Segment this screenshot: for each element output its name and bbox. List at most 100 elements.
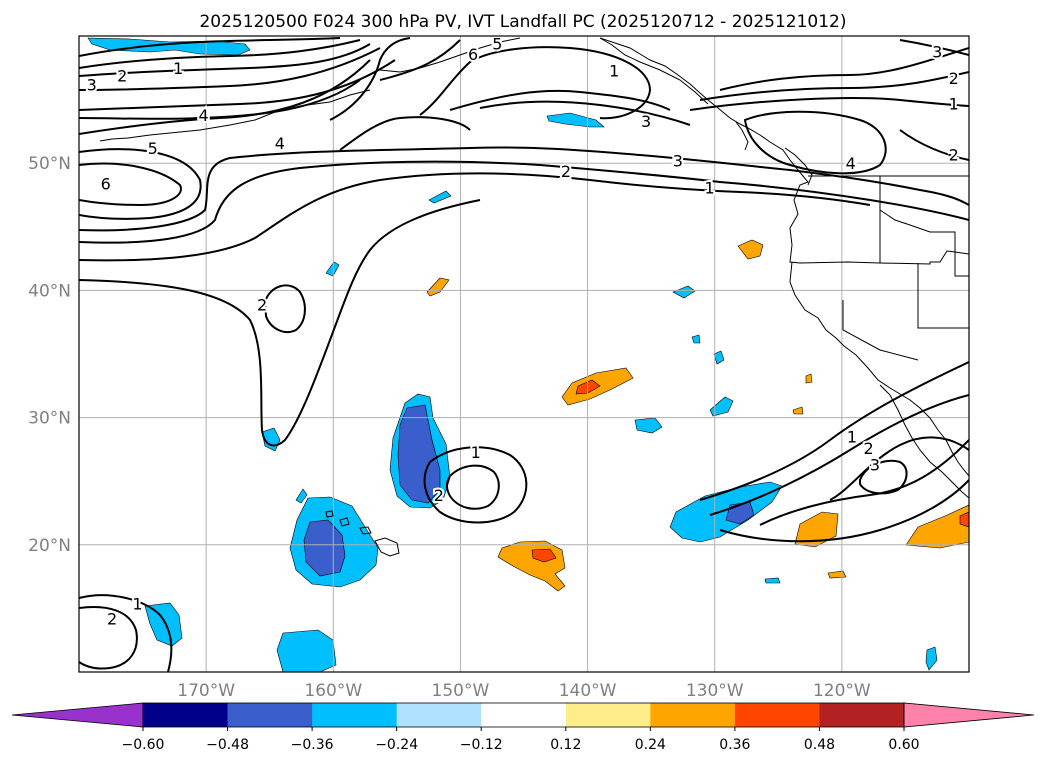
contour-label: 1 — [173, 59, 183, 78]
shade-gulf-alaska — [546, 112, 605, 128]
lon-label: 150°W — [432, 681, 490, 701]
coastline-alaska-south — [379, 37, 521, 73]
shade-small-4 — [709, 396, 734, 417]
islands — [99, 89, 813, 557]
island-maui — [359, 526, 372, 535]
contour-label: 2 — [107, 610, 117, 629]
contour-label: 3 — [641, 112, 651, 131]
coastline-us-west — [789, 261, 969, 477]
contour-band-2 — [79, 160, 969, 244]
contour-label: 4 — [846, 154, 856, 173]
contour-loop-2 — [263, 284, 306, 334]
contour-label: 1 — [132, 594, 142, 613]
colorbar-tick-label: 0.48 — [804, 737, 835, 753]
contour-gulf-2 — [339, 116, 471, 151]
contour-north-central-4 — [379, 39, 461, 81]
contour-label: 3 — [673, 152, 683, 171]
shade-southwest — [276, 629, 337, 672]
contour-2-loop — [446, 464, 500, 510]
shade-small-9 — [925, 646, 938, 671]
colorbar-tick-label: 0.12 — [550, 737, 581, 753]
contour-label: 2 — [949, 145, 959, 164]
contour-east-5 — [829, 436, 969, 501]
lat-label: 30°N — [28, 409, 71, 429]
colorbar-tick-label: −0.48 — [206, 737, 249, 753]
contour-label: 6 — [468, 45, 478, 64]
shade-pos-8 — [792, 406, 804, 415]
contour-east-1 — [699, 361, 969, 501]
shade-small-8 — [764, 577, 781, 584]
colorbar-segment — [312, 703, 398, 727]
positive-anomaly-shading — [426, 239, 969, 592]
contour-top-2 — [79, 39, 361, 69]
longitude-labels: 170°W 160°W 150°W 140°W 130°W 120°W — [177, 681, 871, 701]
contour-gulf-1 — [449, 89, 671, 111]
contour-label: 3 — [870, 456, 880, 475]
contour-label: 4 — [275, 134, 285, 153]
shade-pos-3 — [794, 511, 839, 548]
shade-small-3 — [634, 417, 663, 434]
shade-small-10 — [428, 190, 452, 204]
colorbar-segment — [734, 703, 820, 727]
colorbar-tick-label: 0.60 — [888, 737, 919, 753]
vancouver-island — [784, 147, 813, 186]
shade-pos-5 — [737, 239, 764, 260]
contour-ne-3 — [719, 47, 969, 91]
shade-pos-2-core — [531, 548, 557, 563]
lon-label: 120°W — [813, 681, 871, 701]
colorbar-segment — [227, 703, 313, 727]
border-states-2 — [917, 263, 969, 329]
contour-label: 1 — [705, 178, 715, 197]
shade-central-core — [397, 404, 441, 504]
island-oahu — [339, 517, 350, 527]
contour-label: 2 — [434, 486, 444, 505]
shade-pos-6 — [426, 277, 450, 297]
pv-contours — [79, 37, 969, 672]
shade-pos-4-core — [959, 511, 969, 528]
contour-4-mid — [79, 59, 371, 135]
contour-east-loop-4 — [743, 110, 887, 175]
contour-top-1 — [79, 37, 341, 57]
contour-label: 1 — [949, 94, 959, 113]
shade-hawaii-north-blob — [295, 488, 308, 504]
contour-north-central-2 — [329, 37, 411, 121]
contour-label: 5 — [492, 35, 502, 54]
colorbar-extend-low — [11, 702, 144, 728]
colorbar: −0.60 −0.48 −0.36 −0.24 −0.12 0.12 0.24 0.36 0.4… — [11, 702, 1035, 753]
contour-band-1 — [79, 146, 969, 232]
aleutian-chain — [99, 89, 371, 142]
island-kauai — [325, 510, 334, 518]
colorbar-tick-label: −0.12 — [460, 737, 503, 753]
contour-label: 2 — [949, 69, 959, 88]
lon-label: 160°W — [304, 681, 362, 701]
contour-ne-1 — [689, 97, 969, 111]
contour-3-loop — [859, 460, 908, 495]
colorbar-tick-label: −0.24 — [375, 737, 418, 753]
contour-top-3 — [79, 43, 371, 77]
contour-label: 2 — [561, 162, 571, 181]
contour-6-west — [79, 79, 361, 120]
contour-label: 4 — [199, 106, 209, 125]
contour-sw-2 — [79, 606, 138, 670]
lat-label: 50°N — [28, 154, 71, 174]
contour-label: 6 — [101, 175, 111, 194]
contour-label: 3 — [932, 42, 942, 61]
lon-label: 170°W — [177, 681, 235, 701]
contour-sw-1 — [79, 594, 173, 672]
negative-anomaly-shading — [87, 37, 938, 672]
contour-label: 2 — [257, 295, 267, 314]
island-hawaii-big — [374, 537, 400, 557]
latitude-labels: 50°N 40°N 30°N 20°N — [28, 154, 71, 556]
shade-hawaii-west-core — [303, 519, 346, 577]
contour-label: 2 — [117, 66, 127, 85]
lon-label: 140°W — [559, 681, 617, 701]
colorbar-segment — [396, 703, 482, 727]
map-frame — [78, 35, 970, 673]
contour-east-3 — [719, 479, 969, 543]
gridlines — [79, 36, 969, 672]
coastline-alaska-panhandle — [599, 37, 709, 105]
shade-pos-9 — [805, 373, 813, 384]
